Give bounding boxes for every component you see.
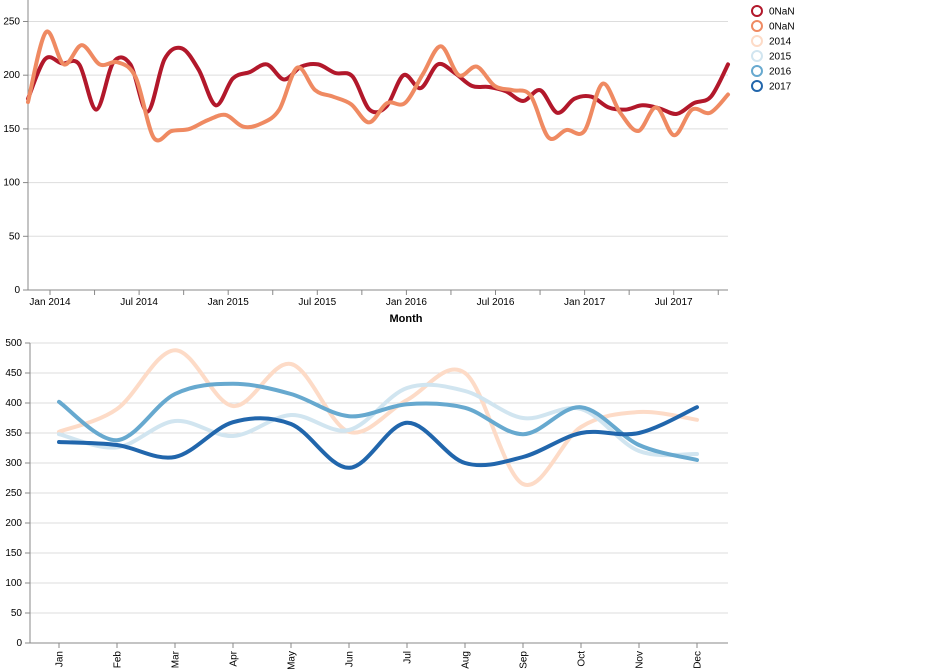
x-tick-label: Jul 2014 bbox=[120, 297, 158, 308]
legend-symbol bbox=[751, 35, 763, 47]
y-tick-label: 100 bbox=[3, 178, 20, 189]
y-tick-label: 300 bbox=[5, 458, 22, 469]
x-tick-label: Feb bbox=[113, 651, 124, 669]
legend-symbol bbox=[751, 80, 763, 92]
legend-label: 2014 bbox=[769, 37, 792, 48]
y-tick-label: 400 bbox=[5, 398, 22, 409]
x-tick-label: May bbox=[287, 651, 298, 670]
legend-symbol bbox=[751, 20, 763, 32]
y-tick-label: 150 bbox=[3, 124, 20, 135]
x-tick-label: Mar bbox=[171, 650, 182, 668]
y-tick-label: 50 bbox=[11, 608, 23, 619]
x-tick-label: Jan 2016 bbox=[386, 297, 428, 308]
y-tick-label: 250 bbox=[3, 16, 20, 27]
x-tick-label: Jan 2014 bbox=[29, 297, 71, 308]
x-tick-label: Jun bbox=[345, 651, 356, 667]
y-tick-label: 0 bbox=[16, 638, 22, 649]
x-tick-label: Jan 2017 bbox=[564, 297, 606, 308]
legend-symbol bbox=[751, 65, 763, 77]
y-tick-label: 100 bbox=[5, 578, 22, 589]
x-tick-label: Apr bbox=[229, 650, 240, 666]
y-tick-label: 350 bbox=[5, 428, 22, 439]
y-tick-label: 0 bbox=[14, 285, 20, 296]
legend: 0NaN 0NaN 2014 2015 2016 2017 bbox=[751, 5, 795, 93]
x-tick-label: Dec bbox=[693, 651, 704, 669]
legend-label: 0NaN bbox=[769, 7, 795, 18]
x-tick-label: Oct bbox=[577, 651, 588, 667]
x-tick-label: Jul bbox=[403, 651, 414, 664]
y-tick-label: 150 bbox=[5, 548, 22, 559]
bottom-line-chart: 0 50 100 150 200 250 300 350 400 450 500 Jan Feb Mar A… bbox=[5, 338, 728, 670]
series-line-2017 bbox=[57, 405, 699, 470]
x-tick-label: Jul 2017 bbox=[655, 297, 693, 308]
series-line-2014 bbox=[57, 348, 699, 487]
y-tick-label: 50 bbox=[9, 231, 21, 242]
y-tick-label: 500 bbox=[5, 338, 22, 349]
legend-symbol bbox=[751, 50, 763, 62]
legend-symbol bbox=[751, 5, 763, 17]
x-tick-label: Jul 2015 bbox=[298, 297, 336, 308]
series-line-2016 bbox=[57, 381, 699, 462]
y-tick-label: 250 bbox=[5, 488, 22, 499]
x-tick-label: Jan bbox=[55, 651, 66, 667]
y-tick-label: 200 bbox=[5, 518, 22, 529]
legend-label: 2016 bbox=[769, 67, 792, 78]
y-tick-label: 200 bbox=[3, 70, 20, 81]
y-tick-label: 450 bbox=[5, 368, 22, 379]
series-line-0 bbox=[26, 45, 730, 116]
series-line-1 bbox=[26, 29, 730, 143]
x-tick-label: Aug bbox=[461, 651, 472, 669]
x-tick-label: Nov bbox=[635, 651, 646, 669]
x-axis-title: Month bbox=[390, 313, 423, 325]
top-line-chart: 0 50 100 150 200 250 Jan 2014 Jul 2014 Jan 2015 J… bbox=[3, 0, 730, 325]
x-tick-label: Jan 2015 bbox=[208, 297, 250, 308]
legend-label: 2015 bbox=[769, 52, 792, 63]
x-tick-label: Jul 2016 bbox=[477, 297, 515, 308]
legend-label: 2017 bbox=[769, 82, 792, 93]
legend-label: 0NaN bbox=[769, 22, 795, 33]
x-tick-label: Sep bbox=[519, 651, 530, 669]
